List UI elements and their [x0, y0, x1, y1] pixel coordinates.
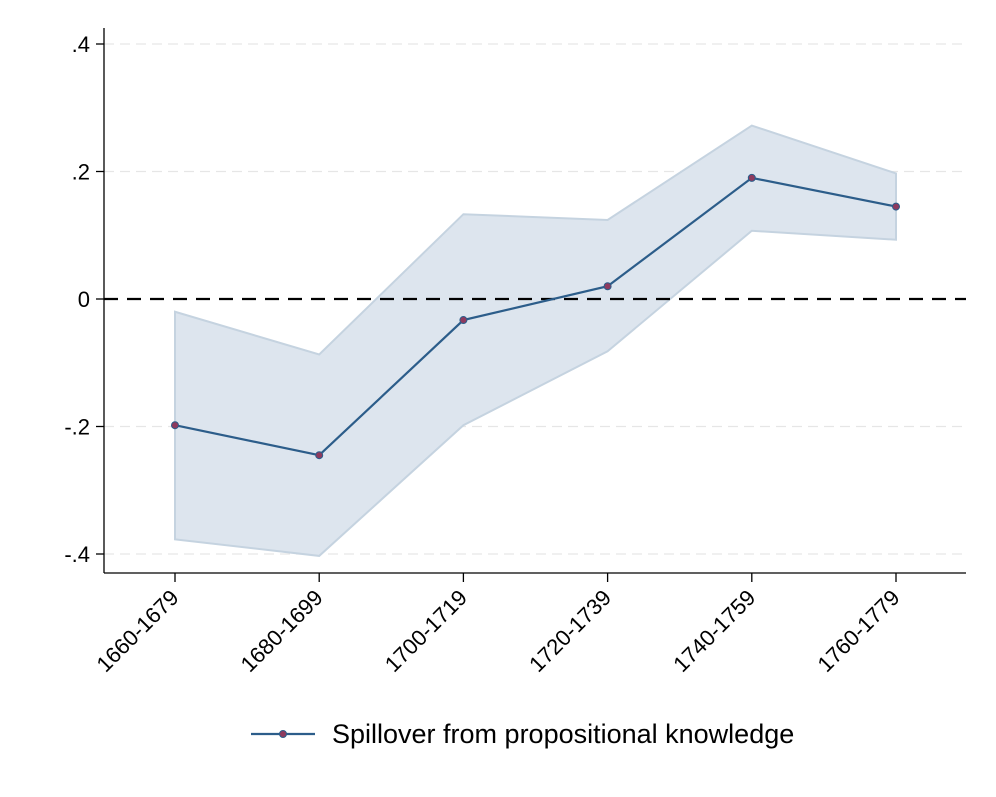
x-tick-label: 1760-1779	[812, 585, 904, 677]
y-tick-label: .4	[72, 32, 90, 57]
y-tick-label: -.2	[64, 415, 90, 440]
series-markers	[171, 173, 900, 460]
y-tick-label: .2	[72, 160, 90, 185]
confidence-band-area	[174, 124, 897, 557]
x-tick-label: 1660-1679	[91, 585, 183, 677]
y-tick-label: 0	[78, 287, 90, 312]
legend-swatch-marker	[279, 730, 287, 738]
data-point	[747, 173, 756, 182]
x-tick-label: 1740-1759	[668, 585, 760, 677]
legend: Spillover from propositional knowledge	[251, 719, 794, 749]
x-tick-label: 1680-1699	[236, 585, 328, 677]
data-point	[892, 202, 900, 211]
data-point	[315, 451, 324, 460]
series-polyline	[174, 176, 897, 457]
y-tick-label: -.4	[64, 542, 90, 567]
data-point	[171, 421, 179, 430]
legend-label: Spillover from propositional knowledge	[332, 719, 794, 749]
x-tick-label: 1720-1739	[524, 585, 616, 677]
x-tick-label: 1700-1719	[380, 585, 472, 677]
series-line	[174, 176, 897, 457]
data-point	[459, 316, 468, 325]
confidence-band	[174, 124, 897, 557]
data-point	[603, 282, 612, 291]
